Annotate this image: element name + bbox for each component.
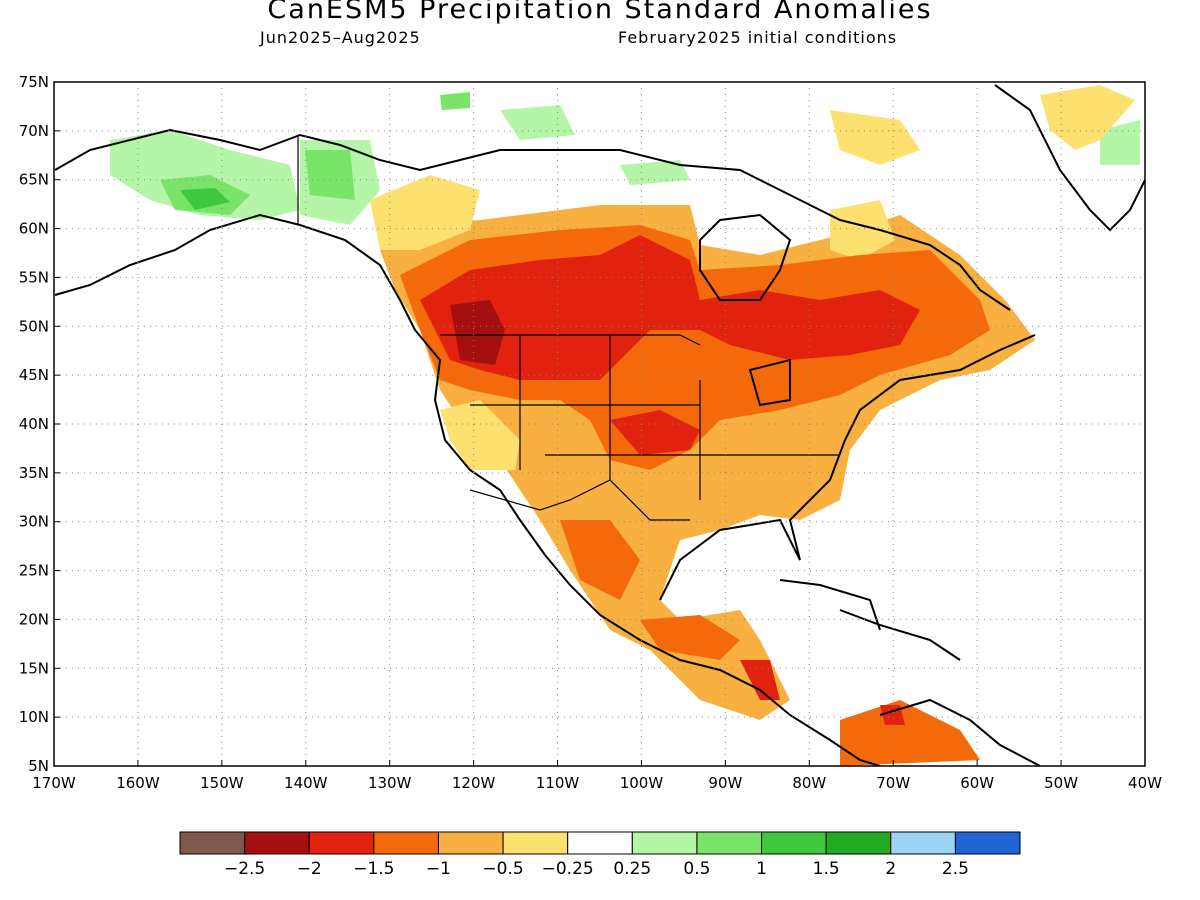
- colorbar-swatch: [244, 831, 310, 855]
- colorbar-label: 0.5: [683, 859, 710, 879]
- lat-tick-label: 15N: [19, 659, 49, 677]
- lat-tick-label: 35N: [19, 464, 49, 482]
- lat-tick-label: 60N: [19, 220, 49, 238]
- map-title: CanESM5 Precipitation Standard Anomalies: [267, 0, 933, 25]
- colorbar-label: 1: [756, 859, 767, 879]
- lat-tick-label: 65N: [19, 171, 49, 189]
- lon-tick-label: 150W: [200, 774, 244, 792]
- anomaly-region: [180, 188, 230, 210]
- lat-tick-label: 25N: [19, 562, 49, 580]
- lon-tick-label: 80W: [792, 774, 826, 792]
- lat-tick-label: 10N: [19, 708, 49, 726]
- anomaly-region: [560, 520, 640, 600]
- anomaly-region: [420, 235, 920, 380]
- anomaly-region: [500, 105, 575, 140]
- colorbar-swatch: [761, 831, 827, 855]
- lat-tick-label: 45N: [19, 366, 49, 384]
- anomaly-region: [305, 150, 355, 200]
- anomaly-region: [610, 410, 700, 455]
- lon-tick-label: 40W: [1128, 774, 1162, 792]
- plot-area: [54, 82, 1145, 766]
- anomaly-region: [110, 130, 300, 220]
- lat-tick-label: 70N: [19, 122, 49, 140]
- colorbar-label: −0.5: [482, 859, 523, 879]
- anomaly-region: [1040, 85, 1135, 150]
- lon-tick-label: 170W: [32, 774, 76, 792]
- lon-tick-label: 160W: [116, 774, 160, 792]
- anomaly-region: [740, 660, 780, 700]
- colorbar-label: −1.5: [353, 859, 394, 879]
- colorbar-label: 1.5: [813, 859, 840, 879]
- anomaly-region: [440, 400, 520, 470]
- lon-tick-label: 90W: [708, 774, 742, 792]
- lat-tick-label: 50N: [19, 317, 49, 335]
- colorbar-swatch: [179, 831, 246, 855]
- lat-tick-label: 30N: [19, 513, 49, 531]
- colorbar-label: −2: [297, 859, 322, 879]
- lat-tick-label: 55N: [19, 268, 49, 286]
- colorbar-label: 2.5: [942, 859, 969, 879]
- colorbar-swatch: [567, 831, 633, 855]
- anomaly-shading: [110, 85, 1140, 766]
- colorbar-label: 2: [885, 859, 896, 879]
- coastlines: [54, 84, 1145, 766]
- lon-tick-label: 60W: [960, 774, 994, 792]
- lon-tick-label: 120W: [452, 774, 496, 792]
- lat-tick-label: 20N: [19, 610, 49, 628]
- colorbar-swatch: [890, 831, 956, 855]
- lon-tick-label: 70W: [876, 774, 910, 792]
- anomaly-region: [640, 615, 740, 660]
- anomaly-region: [370, 175, 480, 250]
- lon-tick-label: 140W: [284, 774, 328, 792]
- anomaly-region: [450, 300, 505, 365]
- colorbar-label: 0.25: [613, 859, 651, 879]
- colorbar-swatch: [308, 831, 375, 855]
- colorbar-label: −2.5: [224, 859, 265, 879]
- lon-tick-label: 50W: [1044, 774, 1078, 792]
- lat-tick-label: 75N: [19, 73, 49, 91]
- colorbar-swatch: [825, 831, 892, 855]
- lon-tick-label: 130W: [368, 774, 412, 792]
- colorbar-swatch: [373, 831, 439, 855]
- lat-tick-label: 5N: [28, 757, 49, 775]
- anomaly-region: [830, 110, 920, 165]
- initial-conditions: February2025 initial conditions: [618, 28, 898, 47]
- lon-tick-label: 110W: [536, 774, 580, 792]
- lat-tick-label: 40N: [19, 415, 49, 433]
- colorbar-swatch: [502, 831, 569, 855]
- anomaly-region: [440, 92, 470, 110]
- colorbar-swatch: [631, 831, 698, 855]
- anomaly-region: [840, 700, 980, 766]
- lon-tick-label: 100W: [620, 774, 664, 792]
- colorbar-label: −0.25: [542, 859, 594, 879]
- forecast-period: Jun2025–Aug2025: [260, 28, 421, 47]
- colorbar-swatch: [696, 831, 763, 855]
- colorbar-swatch: [954, 831, 1021, 855]
- gridlines: [54, 82, 1145, 766]
- axis-ticks: 75N 70N 65N 60N 55N 50N 45N 40N 35N 30N 25N 20N 15N 1…: [19, 73, 1162, 792]
- colorbar-swatch: [437, 831, 504, 855]
- colorbar-label: −1: [426, 859, 451, 879]
- anomaly-region: [830, 200, 895, 260]
- colorbar: −2.5 −2 −1.5 −1 −0.5 −0.25 0.25 0.5 1 1.5 2 2.5: [179, 831, 1021, 879]
- political-borders: [297, 135, 840, 521]
- anomaly-region: [620, 160, 690, 185]
